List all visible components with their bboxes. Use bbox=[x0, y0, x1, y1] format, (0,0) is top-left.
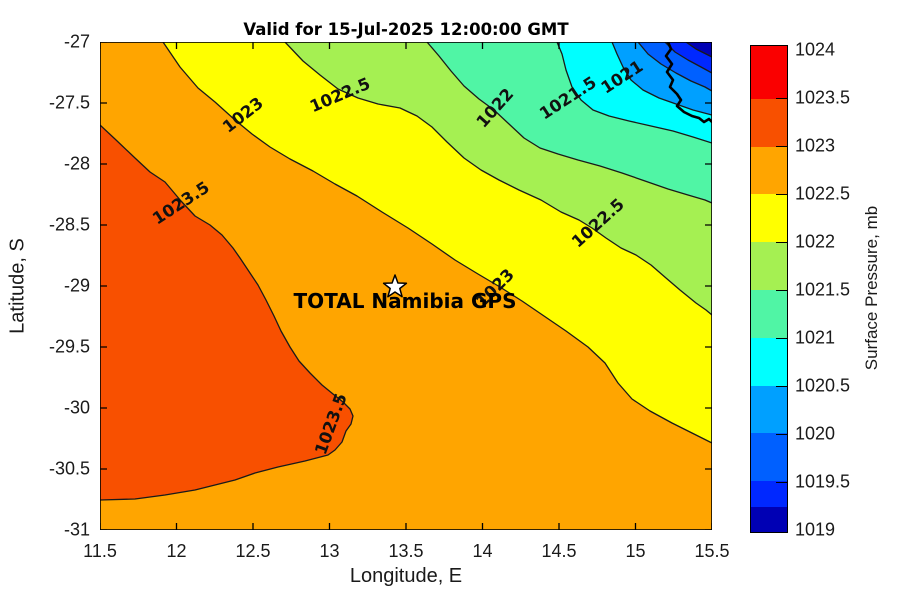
plot-title: Valid for 15-Jul-2025 12:00:00 GMT bbox=[243, 20, 569, 39]
x-tick-label: 13.5 bbox=[388, 541, 424, 561]
y-tick-label: -28.5 bbox=[48, 214, 90, 235]
colorbar-band bbox=[751, 46, 787, 99]
contour-line-1023p5 bbox=[99, 124, 354, 501]
colorbar-label: 1023 bbox=[795, 135, 836, 156]
colorbar-band bbox=[751, 242, 787, 290]
colorbar-label: 1021 bbox=[795, 327, 836, 348]
colorbar-tick bbox=[776, 146, 787, 147]
colorbar-tick bbox=[776, 482, 787, 483]
gps-site-label: TOTAL Namibia GPS bbox=[294, 289, 517, 313]
colorbar-tick bbox=[776, 434, 787, 435]
x-tick-label: 15 bbox=[625, 541, 646, 561]
colorbar-band bbox=[751, 194, 787, 243]
colorbar-band bbox=[751, 146, 787, 195]
colorbar-label: 1023.5 bbox=[795, 87, 851, 108]
colorbar-label: 1024 bbox=[795, 39, 836, 60]
colorbar-band bbox=[751, 507, 787, 532]
y-axis-label: Latitude, S bbox=[6, 238, 29, 334]
x-tick-label: 11.5 bbox=[83, 541, 117, 561]
contour-line-1023 bbox=[162, 41, 713, 444]
colorbar-tick bbox=[776, 338, 787, 339]
contour-line-1019p5 bbox=[685, 41, 713, 58]
y-tick-label: -29 bbox=[63, 275, 90, 296]
contour-line-1020p5 bbox=[637, 41, 713, 92]
colorbar-tick bbox=[776, 386, 787, 387]
y-tick-label: -29.5 bbox=[48, 336, 90, 357]
x-axis-label: Longitude, E bbox=[349, 565, 463, 587]
x-tick-label: 14 bbox=[472, 541, 493, 561]
band-1023p5-high-region bbox=[100, 125, 353, 500]
colorbar-band bbox=[751, 385, 787, 434]
colorbar-label: 1021.5 bbox=[795, 279, 851, 300]
colorbar-band bbox=[751, 481, 787, 508]
y-tick-label: -30 bbox=[63, 397, 90, 418]
colorbar-band bbox=[751, 289, 787, 338]
x-tick-label: 12 bbox=[166, 541, 187, 561]
y-tick-label: -31 bbox=[63, 519, 90, 540]
colorbar-label: 1022.5 bbox=[795, 183, 851, 204]
colorbar-tick bbox=[776, 194, 787, 195]
y-tick-label: -28 bbox=[63, 153, 90, 174]
contour-line-1021p5 bbox=[556, 41, 713, 144]
colorbar bbox=[750, 45, 788, 533]
colorbar-label: 1022 bbox=[795, 231, 836, 252]
contour-line-1022 bbox=[426, 41, 713, 204]
colorbar-label: 1019.5 bbox=[795, 471, 851, 492]
x-tick-label: 14.5 bbox=[541, 541, 577, 561]
x-tick-label: 15.5 bbox=[694, 541, 730, 561]
y-tick-label: -30.5 bbox=[48, 458, 90, 479]
colorbar-tick bbox=[776, 290, 787, 291]
colorbar-label: 1019 bbox=[795, 519, 836, 540]
x-tick-label: 13 bbox=[319, 541, 340, 561]
y-tick-label: -27 bbox=[63, 31, 90, 52]
contour-line-1022p5 bbox=[284, 41, 713, 316]
colorbar-tick bbox=[776, 98, 787, 99]
colorbar-title: Surface Pressure, mb bbox=[862, 205, 881, 371]
gps-star-marker bbox=[382, 274, 408, 298]
colorbar-label: 1020.5 bbox=[795, 375, 851, 396]
x-tick-label: 12.5 bbox=[235, 541, 271, 561]
colorbar-band bbox=[751, 433, 787, 482]
colorbar-tick bbox=[776, 242, 787, 243]
contour-map-svg: 1023.5 1023 1022.5 1022 1021.5 1021 1022… bbox=[99, 40, 714, 531]
colorbar-band bbox=[751, 337, 787, 386]
contour-line-1021 bbox=[611, 41, 713, 116]
contour-map: 1023.5 1023 1022.5 1022 1021.5 1021 1022… bbox=[99, 40, 714, 531]
colorbar-label: 1020 bbox=[795, 423, 836, 444]
y-tick-label: -27.5 bbox=[48, 92, 90, 113]
river-border-line bbox=[664, 40, 714, 124]
colorbar-band bbox=[751, 98, 787, 147]
